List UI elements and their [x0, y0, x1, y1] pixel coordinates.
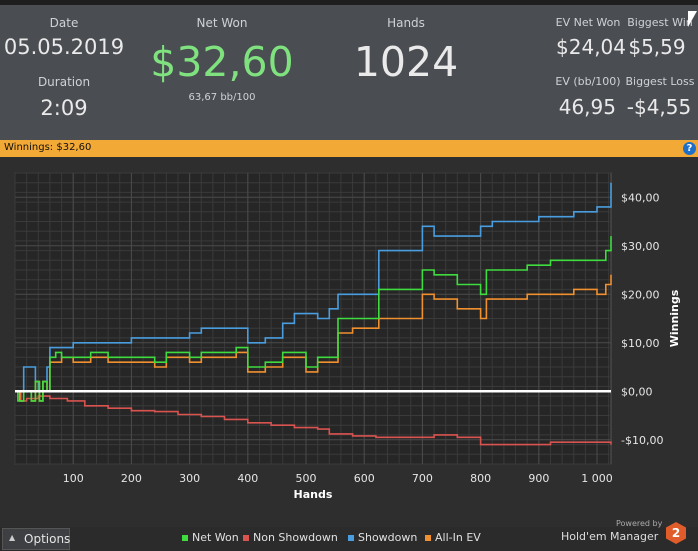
ev-net-won-label: EV Net Won	[555, 16, 621, 29]
series-line-showdown	[15, 182, 612, 393]
duration-label: Duration	[37, 75, 91, 89]
options-label: Options	[24, 532, 71, 546]
biggest-win-label: Biggest Win	[627, 16, 693, 29]
winnings-chart-area: 100 200 300 400 500 600 700 800 900 1 000 -$10,00 $…	[0, 157, 698, 527]
legend-label: Showdown	[358, 531, 418, 544]
legend-swatch	[425, 535, 431, 541]
x-tick-label: 600	[354, 472, 375, 485]
net-won-label: Net Won	[196, 16, 248, 30]
ev-bb-value: 46,95	[558, 95, 616, 119]
series-line-net-won	[15, 236, 612, 402]
x-tick-label: 900	[528, 472, 549, 485]
series-line-non-showdown	[15, 390, 612, 446]
ev-net-won-value: $24,04	[556, 35, 626, 59]
biggest-win-value: $5,59	[628, 35, 686, 59]
net-won-value: $32,60	[150, 38, 294, 86]
hm2-logo: 2	[666, 522, 686, 544]
x-tick-label: 1 000	[581, 472, 613, 485]
x-tick-label: 500	[296, 472, 317, 485]
x-tick-label: 400	[237, 472, 258, 485]
biggest-loss-label: Biggest Loss	[625, 75, 695, 88]
legend-item-non-showdown[interactable]: Non Showdown	[243, 531, 338, 544]
duration-value: 2:09	[40, 96, 88, 120]
x-axis-title: Hands	[294, 488, 333, 501]
y-tick-label: $40,00	[621, 191, 660, 204]
mouse-cursor-icon	[688, 11, 697, 27]
y-tick-label: $20,00	[621, 288, 660, 301]
legend-swatch	[243, 535, 249, 541]
y-tick-label: $0,00	[621, 385, 653, 398]
x-tick-label: 700	[412, 472, 433, 485]
y-tick-label: $30,00	[621, 240, 660, 253]
legend-swatch	[348, 535, 354, 541]
bb-per-100-value: 63,67 bb/100	[188, 92, 256, 103]
expand-icon: ▲	[9, 533, 16, 542]
ev-bb-label: EV (bb/100)	[555, 75, 621, 88]
winnings-chart: 100 200 300 400 500 600 700 800 900 1 000 -$10,00 $…	[14, 172, 681, 501]
x-tick-label: 100	[63, 472, 84, 485]
legend-label: Non Showdown	[253, 531, 338, 544]
help-icon[interactable]: ?	[683, 142, 696, 155]
hands-label: Hands	[387, 16, 425, 30]
x-tick-label: 300	[179, 472, 200, 485]
biggest-loss-value: -$4,55	[626, 95, 692, 119]
title-strip	[0, 0, 698, 5]
legend-item-all-in-ev[interactable]: All-In EV	[425, 531, 481, 544]
legend-item-net-won[interactable]: Net Won	[182, 531, 239, 544]
session-summary-panel	[0, 5, 698, 140]
y-tick-label: -$10,00	[621, 434, 663, 447]
y-axis-title: Winnings	[668, 289, 681, 347]
hands-value: 1024	[353, 38, 459, 86]
winnings-banner-text: Winnings: $32,60	[4, 142, 92, 153]
options-button[interactable]: ▲ Options	[2, 528, 70, 550]
x-tick-label: 200	[121, 472, 142, 485]
date-label: Date	[49, 16, 79, 30]
x-tick-label: 800	[470, 472, 491, 485]
legend-item-showdown[interactable]: Showdown	[348, 531, 417, 544]
powered-by-text: Powered by	[616, 519, 663, 528]
legend-label: Net Won	[192, 531, 239, 544]
winnings-banner: Winnings: $32,60	[0, 140, 698, 157]
brand-name: Hold'em Manager	[561, 530, 659, 543]
date-value: 05.05.2019	[3, 35, 125, 59]
y-tick-label: $10,00	[621, 337, 660, 350]
legend-swatch	[182, 535, 188, 541]
legend-label: All-In EV	[435, 531, 481, 544]
